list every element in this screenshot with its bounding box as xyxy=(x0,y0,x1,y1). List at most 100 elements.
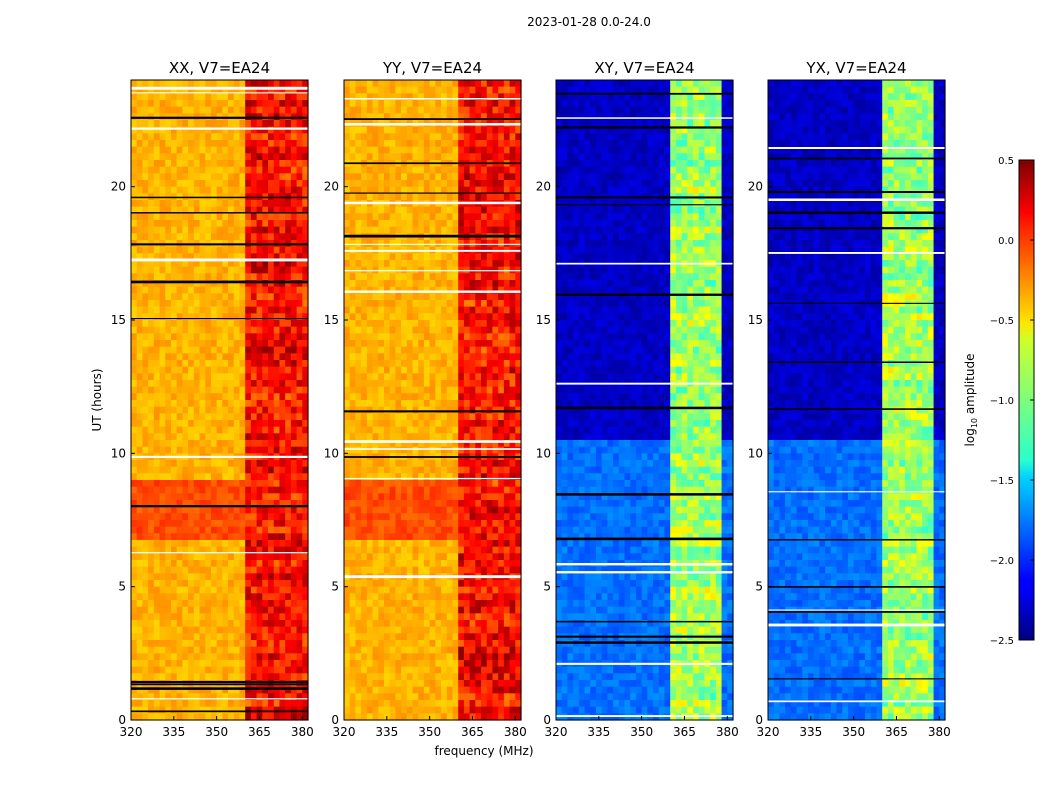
heatmap-cell xyxy=(498,300,505,308)
heatmap-cell xyxy=(136,120,144,128)
heatmap-cell xyxy=(503,420,511,428)
heatmap-cell xyxy=(153,706,161,714)
heatmap-cell xyxy=(503,133,511,141)
heatmap-cell xyxy=(429,320,436,328)
heatmap-cell xyxy=(458,133,465,141)
heatmap-cell xyxy=(429,360,436,368)
heatmap-cell xyxy=(463,340,471,348)
heatmap-cell xyxy=(463,113,471,121)
heatmap-cell xyxy=(429,86,436,94)
heatmap-cell xyxy=(296,206,303,214)
heatmap-cell xyxy=(176,626,183,634)
heatmap-cell xyxy=(256,526,263,534)
heatmap-cell xyxy=(285,333,292,341)
heatmap-cell xyxy=(503,146,511,154)
heatmap-cell xyxy=(216,620,223,628)
heatmap-cell xyxy=(452,260,459,268)
heatmap-cell xyxy=(193,100,201,108)
heatmap-cell xyxy=(131,360,138,368)
heatmap-cell xyxy=(296,306,303,314)
heatmap-cell xyxy=(406,273,414,281)
heatmap-cell xyxy=(233,213,241,221)
heatmap-cell xyxy=(176,646,183,654)
heatmap-cell xyxy=(182,200,189,208)
heatmap-cell xyxy=(279,660,286,668)
heatmap-cell xyxy=(435,133,442,141)
heatmap-cell xyxy=(279,540,286,548)
heatmap-cell xyxy=(285,546,292,554)
heatmap-cell xyxy=(233,626,241,634)
heatmap-cell xyxy=(205,353,212,361)
heatmap-cell xyxy=(395,273,402,281)
heatmap-cell xyxy=(136,233,144,241)
heatmap-cell xyxy=(176,566,183,574)
heatmap-cell xyxy=(515,206,522,214)
heatmap-cell xyxy=(216,173,223,181)
heatmap-cell xyxy=(401,380,408,388)
heatmap-cell xyxy=(205,300,212,308)
heatmap-cell xyxy=(389,426,396,434)
heatmap-cell xyxy=(406,446,414,454)
heatmap-cell xyxy=(406,220,414,228)
heatmap-cell xyxy=(441,300,448,308)
heatmap-cell xyxy=(383,126,391,134)
heatmap-cell xyxy=(285,613,292,621)
heatmap-cell xyxy=(401,286,408,294)
heatmap-cell xyxy=(239,93,246,101)
heatmap-cell xyxy=(296,580,303,588)
heatmap-cell xyxy=(395,186,402,194)
heatmap-cell xyxy=(452,140,459,148)
heatmap-cell xyxy=(165,606,172,614)
heatmap-cell xyxy=(205,340,212,348)
heatmap-cell xyxy=(222,326,229,334)
heatmap-cell xyxy=(302,526,309,534)
heatmap-cell xyxy=(423,466,431,474)
heatmap-cell xyxy=(285,213,292,221)
heatmap-cell xyxy=(193,173,201,181)
heatmap-cell xyxy=(389,360,396,368)
heatmap-cell xyxy=(250,153,258,161)
heatmap-cell xyxy=(216,406,223,414)
heatmap-cell xyxy=(412,380,419,388)
heatmap-cell xyxy=(216,93,223,101)
heatmap-cell xyxy=(503,400,511,408)
heatmap-cell xyxy=(498,446,505,454)
heatmap-cell xyxy=(279,126,286,134)
heatmap-cell xyxy=(228,606,235,614)
heatmap-cell xyxy=(279,373,286,381)
heatmap-cell xyxy=(222,566,229,574)
heatmap-cell xyxy=(210,633,218,641)
heatmap-cell xyxy=(515,186,522,194)
heatmap-cell xyxy=(153,566,161,574)
heatmap-cell xyxy=(498,486,505,494)
heatmap-cell xyxy=(216,220,223,228)
heatmap-cell xyxy=(239,546,246,554)
heatmap-cell xyxy=(136,246,144,254)
heatmap-cell xyxy=(131,606,138,614)
heatmap-cell xyxy=(401,333,408,341)
heatmap-cell xyxy=(509,320,516,328)
heatmap-cell xyxy=(199,313,206,321)
heatmap-cell xyxy=(285,166,292,174)
heatmap-cell xyxy=(256,480,263,488)
heatmap-cell xyxy=(412,446,419,454)
heatmap-cell xyxy=(142,353,149,361)
heatmap-cell xyxy=(268,593,275,601)
heatmap-cell xyxy=(355,493,362,501)
heatmap-cell xyxy=(515,346,522,354)
heatmap-cell xyxy=(262,593,269,601)
heatmap-cell xyxy=(170,533,178,541)
heatmap-cell xyxy=(344,180,351,188)
heatmap-cell xyxy=(205,173,212,181)
heatmap-cell xyxy=(296,280,303,288)
heatmap-cell xyxy=(228,660,235,668)
heatmap-cell xyxy=(210,260,218,268)
heatmap-cell xyxy=(349,100,357,108)
heatmap-cell xyxy=(136,153,144,161)
heatmap-cell xyxy=(188,533,195,541)
heatmap-cell xyxy=(279,460,286,468)
heatmap-cell xyxy=(372,346,379,354)
heatmap-cell xyxy=(389,133,396,141)
heatmap-cell xyxy=(273,480,281,488)
heatmap-cell xyxy=(131,480,138,488)
